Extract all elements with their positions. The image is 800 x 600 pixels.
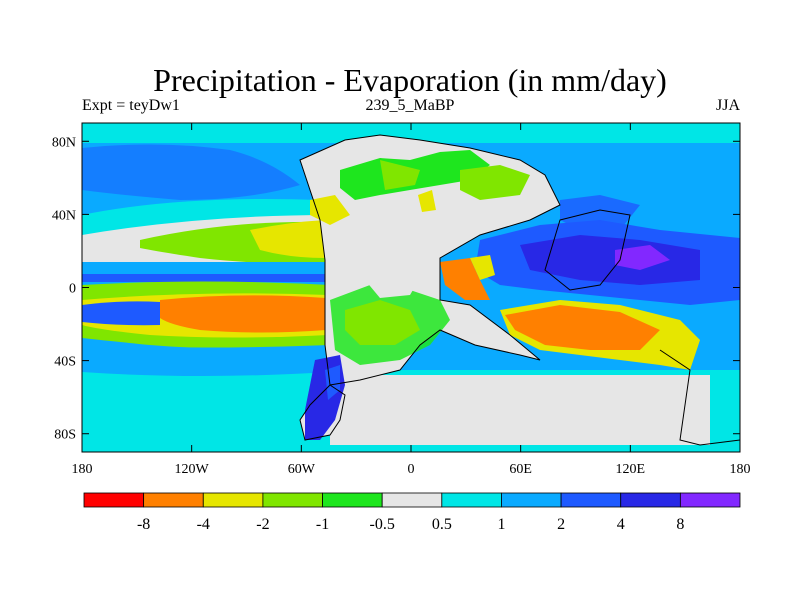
colorbar-swatch bbox=[620, 492, 681, 508]
x-axis: 180 120W 60W 0 60E 120E 180 bbox=[72, 123, 751, 477]
field-tropical-lime bbox=[345, 300, 420, 345]
season-label: JJA bbox=[715, 97, 740, 114]
chart-title: Precipitation - Evaporation (in mm/day) bbox=[153, 62, 667, 98]
colorbar-label: 8 bbox=[676, 516, 684, 533]
y-tick-label: 80N bbox=[52, 135, 76, 150]
colorbar-swatch bbox=[262, 492, 323, 508]
colorbar-swatch bbox=[381, 492, 443, 508]
field-spacific-south bbox=[82, 345, 330, 376]
x-tick-label: 0 bbox=[408, 462, 415, 477]
colorbar-label: 0.5 bbox=[432, 516, 452, 533]
colorbar-label: 4 bbox=[617, 516, 625, 533]
east-landmass-outline bbox=[544, 209, 631, 291]
y-tick-label: 40N bbox=[52, 208, 76, 223]
field-coast-yellow bbox=[470, 255, 495, 280]
field-coast-orange bbox=[440, 258, 490, 300]
y-tick-label: 0 bbox=[69, 282, 76, 297]
x-tick-label: 180 bbox=[730, 462, 751, 477]
field-north-yellow-1 bbox=[310, 195, 350, 225]
x-tick-label: 60E bbox=[509, 462, 532, 477]
colorbar-swatch bbox=[560, 492, 622, 508]
field-layer bbox=[82, 123, 740, 452]
x-tick-label: 180 bbox=[72, 462, 93, 477]
field-east-upper bbox=[560, 195, 640, 230]
y-tick-label: 80S bbox=[54, 428, 76, 443]
colorbar-swatch bbox=[202, 492, 264, 508]
field-east-wetter bbox=[520, 235, 700, 285]
period-label: 239_5_MaBP bbox=[365, 97, 455, 114]
field-east-wettest bbox=[615, 245, 670, 270]
colorbar-label: 1 bbox=[497, 516, 505, 533]
field-itcz-1 bbox=[82, 262, 332, 274]
colorbar-label: 2 bbox=[557, 516, 565, 533]
continent-outline bbox=[299, 134, 561, 441]
field-spacific-orange bbox=[160, 295, 326, 333]
y-tick-label: 40S bbox=[54, 355, 76, 370]
colorbar: -8 -4 -2 -1 -0.5 0.5 1 2 4 8 bbox=[83, 492, 741, 533]
colorbar-label: -2 bbox=[256, 516, 269, 533]
colorbar-swatch bbox=[322, 492, 383, 508]
x-tick-label: 120W bbox=[175, 462, 210, 477]
field-north-green-2 bbox=[380, 160, 420, 190]
colorbar-swatch bbox=[143, 492, 204, 508]
colorbar-swatch bbox=[679, 492, 741, 508]
field-tropical-grey bbox=[365, 272, 420, 298]
y-axis: 80N 40N 0 40S 80S bbox=[52, 135, 740, 443]
field-north-cyan bbox=[82, 123, 740, 143]
field-spacific-wet bbox=[82, 301, 160, 326]
colorbar-label: -1 bbox=[316, 516, 329, 533]
south-coast-outline bbox=[659, 349, 741, 446]
colorbar-swatch bbox=[501, 492, 562, 508]
colorbar-label: -4 bbox=[197, 516, 210, 533]
field-southern-grey bbox=[330, 375, 710, 445]
x-tick-label: 60W bbox=[288, 462, 316, 477]
colorbar-swatch bbox=[83, 492, 145, 508]
field-npacific-wet bbox=[82, 144, 300, 200]
field-north-green-3 bbox=[460, 165, 530, 200]
x-tick-label: 120E bbox=[616, 462, 646, 477]
colorbar-swatch bbox=[441, 492, 502, 508]
colorbar-label: -0.5 bbox=[370, 516, 395, 533]
colorbar-label: -8 bbox=[137, 516, 150, 533]
field-pacific-yellow-n bbox=[250, 220, 325, 258]
field-north-yellow-2 bbox=[418, 190, 436, 212]
experiment-label: Expt = teyDw1 bbox=[82, 97, 180, 114]
field-south-dry-orange bbox=[505, 305, 660, 350]
field-itcz-2 bbox=[82, 274, 332, 282]
